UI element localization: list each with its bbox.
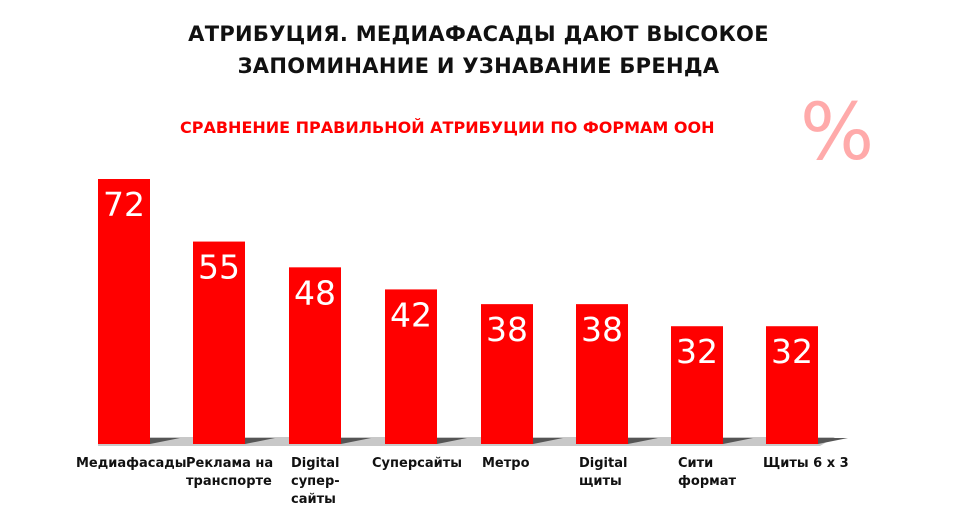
chart-subtitle: СРАВНЕНИЕ ПРАВИЛЬНОЙ АТРИБУЦИИ ПО ФОРМАМ…: [180, 118, 715, 137]
bar-value-label: 72: [103, 185, 145, 224]
bar: [576, 304, 628, 444]
title-line-1: АТРИБУЦИЯ. МЕДИАФАСАДЫ ДАЮТ ВЫСОКОЕ: [188, 22, 769, 46]
bar-shadow: [245, 438, 275, 444]
category-label: Щиты 6 х 3: [763, 456, 849, 471]
percent-symbol: %: [800, 88, 875, 178]
category-label: Digital щиты: [579, 456, 628, 489]
category-label: Суперсайты: [372, 456, 462, 471]
title-line-2: ЗАПОМИНАНИЕ И УЗНАВАНИЕ БРЕНДА: [237, 54, 720, 78]
bar-value-label: 38: [486, 310, 528, 349]
category-label: Метро: [482, 456, 530, 471]
bar-shadow: [723, 438, 753, 444]
bar-value-label: 55: [198, 248, 240, 287]
bar-value-label: 38: [581, 310, 623, 349]
bar-shadow: [341, 438, 371, 444]
bar-shadow: [818, 438, 848, 444]
bar-value-label: 32: [771, 332, 813, 371]
bar-value-label: 32: [676, 332, 718, 371]
bar: [385, 289, 437, 444]
category-label: Digital супер- сайты: [291, 456, 340, 507]
bar-value-label: 48: [294, 273, 336, 312]
bar: [289, 267, 341, 444]
bar: [481, 304, 533, 444]
category-label: Реклама на транспорте: [186, 456, 274, 489]
bar: [766, 326, 818, 444]
chart-title: АТРИБУЦИЯ. МЕДИАФАСАДЫ ДАЮТ ВЫСОКОЕ ЗАПО…: [0, 18, 957, 82]
bar: [193, 241, 245, 444]
category-label: Сити формат: [678, 456, 737, 489]
category-label: Медиафасады: [76, 456, 187, 471]
bar-value-label: 42: [390, 295, 432, 334]
bar: [98, 179, 150, 444]
bar: [671, 326, 723, 444]
bar-shadow: [437, 438, 467, 444]
bar-shadow: [533, 438, 563, 444]
bar-shadow: [628, 438, 658, 444]
bar-shadow: [150, 438, 180, 444]
